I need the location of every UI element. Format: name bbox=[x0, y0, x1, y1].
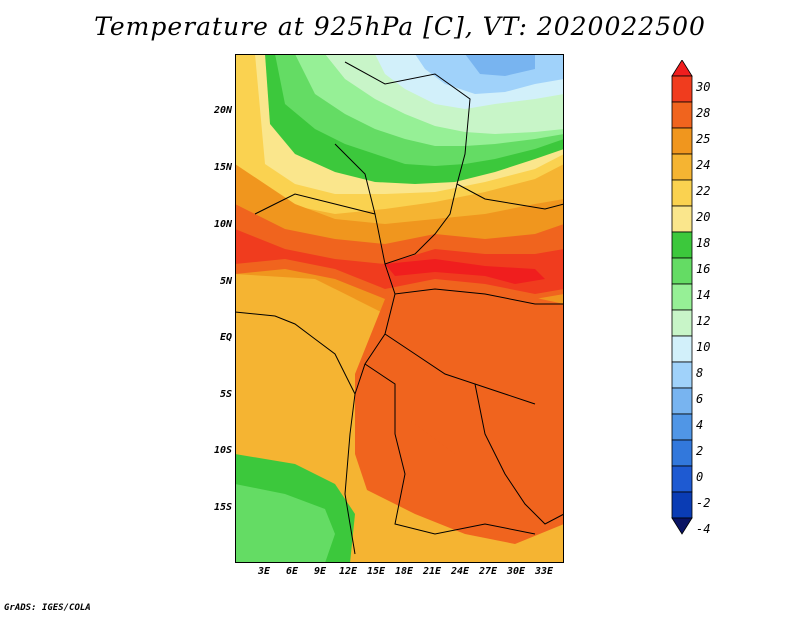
lat-label-10s: 10S bbox=[213, 445, 232, 456]
field-22c-west bbox=[235, 274, 355, 494]
field-25c-central bbox=[395, 284, 555, 474]
lat-label-15s: 15S bbox=[213, 502, 232, 513]
colorbar-top-arrow bbox=[671, 60, 693, 77]
lon-label-9e: 9E bbox=[313, 566, 327, 577]
colorbar-label-20: 20 bbox=[696, 210, 711, 224]
lon-label-30e: 30E bbox=[506, 566, 526, 577]
colorbar-swatch-10 bbox=[671, 309, 693, 337]
colorbar-swatch-11 bbox=[671, 335, 693, 363]
colorbar-label-4: 4 bbox=[696, 418, 704, 432]
lat-label-10n: 10N bbox=[213, 219, 232, 230]
lon-label-27e: 27E bbox=[478, 566, 498, 577]
colorbar-label-22: 22 bbox=[696, 184, 711, 198]
colorbar-label-8: 8 bbox=[696, 366, 704, 380]
lat-label-5s: 5S bbox=[219, 389, 232, 400]
colorbar-swatch-12 bbox=[671, 361, 693, 389]
colorbar-label-24: 24 bbox=[696, 158, 711, 172]
colorbar-swatch-5 bbox=[671, 179, 693, 207]
field-14c-sw bbox=[235, 484, 335, 563]
colorbar-swatch-7 bbox=[671, 231, 693, 259]
colorbar-swatch-17 bbox=[671, 491, 693, 519]
colorbar-bottom-arrow bbox=[671, 517, 693, 535]
lon-label-21e: 21E bbox=[422, 566, 442, 577]
colorbar-label-16: 16 bbox=[696, 262, 711, 276]
field-4c bbox=[465, 54, 535, 76]
colorbar-swatch-9 bbox=[671, 283, 693, 311]
colorbar-swatch-2 bbox=[671, 101, 693, 129]
colorbar-swatch-6 bbox=[671, 205, 693, 233]
colorbar-label-neg2: -2 bbox=[696, 496, 711, 510]
lon-label-12e: 12E bbox=[338, 566, 358, 577]
colorbar-label-neg4: -4 bbox=[696, 522, 711, 536]
lon-label-6e: 6E bbox=[285, 566, 299, 577]
field-28c bbox=[235, 229, 564, 294]
field-30c bbox=[385, 259, 545, 284]
colorbar-swatch-15 bbox=[671, 439, 693, 467]
colorbar-label-14: 14 bbox=[696, 288, 711, 302]
lat-label-eq: EQ bbox=[219, 332, 232, 343]
colorbar-swatch-16 bbox=[671, 465, 693, 493]
colorbar bbox=[671, 60, 693, 535]
colorbar-swatch-4 bbox=[671, 153, 693, 181]
plot-title: Temperature at 925hPa [C], VT: 202002250… bbox=[94, 12, 706, 41]
lon-label-33e: 33E bbox=[534, 566, 554, 577]
colorbar-swatch-8 bbox=[671, 257, 693, 285]
country-borders bbox=[235, 61, 564, 555]
colorbar-label-30: 30 bbox=[696, 80, 711, 94]
colorbar-swatch-14 bbox=[671, 413, 693, 441]
colorbar-label-18: 18 bbox=[696, 236, 711, 250]
colorbar-label-10: 10 bbox=[696, 340, 711, 354]
footer-credit: GrADS: IGES/COLA bbox=[4, 603, 91, 613]
colorbar-label-6: 6 bbox=[696, 392, 704, 406]
colorbar-swatch-3 bbox=[671, 127, 693, 155]
lon-label-24e: 24E bbox=[450, 566, 470, 577]
field-22c-south bbox=[355, 484, 564, 563]
lon-label-18e: 18E bbox=[394, 566, 414, 577]
lon-label-15e: 15E bbox=[366, 566, 386, 577]
lat-label-15n: 15N bbox=[213, 162, 232, 173]
temperature-map bbox=[235, 54, 564, 563]
colorbar-label-12: 12 bbox=[696, 314, 711, 328]
colorbar-swatch-1 bbox=[671, 75, 693, 103]
colorbar-swatch-13 bbox=[671, 387, 693, 415]
lat-label-20n: 20N bbox=[213, 105, 232, 116]
colorbar-label-0: 0 bbox=[696, 470, 704, 484]
lat-label-5n: 5N bbox=[219, 276, 232, 287]
colorbar-label-28: 28 bbox=[696, 106, 711, 120]
colorbar-label-25: 25 bbox=[696, 132, 711, 146]
colorbar-label-2: 2 bbox=[696, 444, 704, 458]
lon-label-3e: 3E bbox=[257, 566, 271, 577]
